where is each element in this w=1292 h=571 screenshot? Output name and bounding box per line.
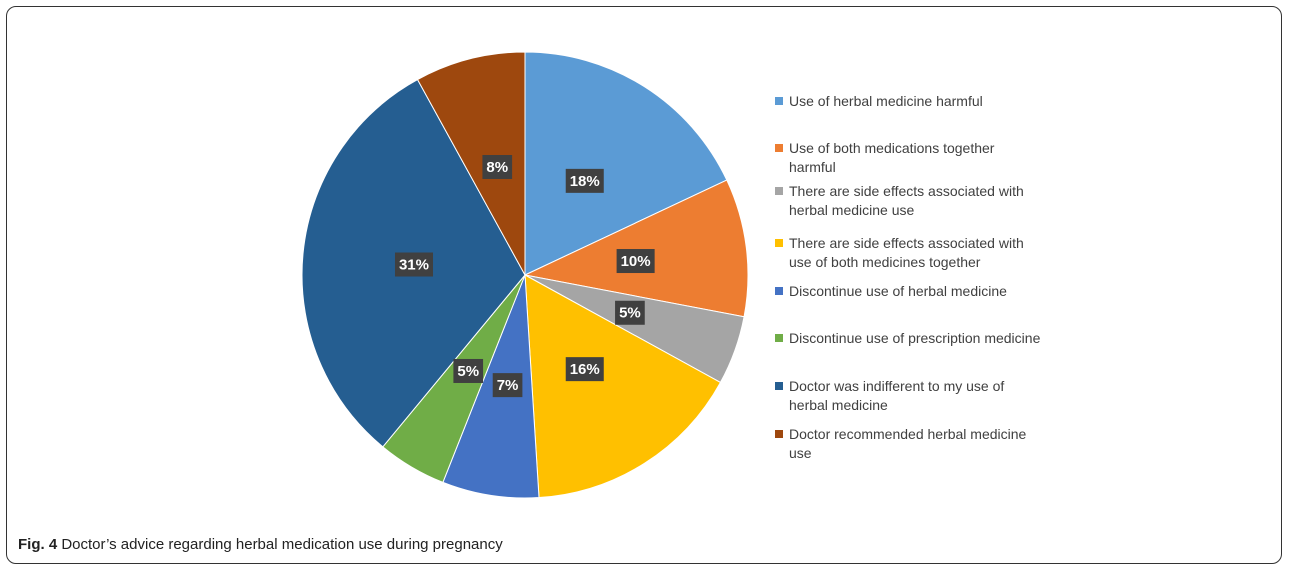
data-label-box [565, 168, 604, 193]
legend-swatch [775, 187, 783, 195]
legend-swatch [775, 287, 783, 295]
legend-label: Use of herbal medicine harmful [789, 93, 983, 109]
data-label-box [616, 249, 655, 274]
caption-text: Doctor’s advice regarding herbal medicat… [61, 536, 503, 553]
data-label: 5% [619, 305, 641, 322]
data-label-box [492, 373, 523, 398]
legend-label: There are side effects associated with h… [789, 183, 1024, 218]
legend-swatch [775, 334, 783, 342]
data-label: 5% [457, 363, 479, 380]
legend-label: Doctor was indifferent to my use of herb… [789, 378, 1005, 413]
data-label-box [565, 357, 604, 382]
legend-item: There are side effects associated with u… [775, 234, 1045, 272]
data-label: 7% [497, 377, 519, 394]
figure-frame [6, 6, 1282, 564]
pie-slice [524, 51, 728, 276]
legend-swatch [775, 430, 783, 438]
legend-label: Discontinue use of prescription medicine [789, 330, 1041, 346]
caption-label: Fig. 4 [18, 536, 58, 553]
legend-item: Use of both medications together harmful [775, 139, 1045, 177]
legend-swatch [775, 97, 783, 105]
data-label: 18% [570, 173, 600, 190]
legend-item: Doctor recommended herbal medicine use [775, 425, 1045, 463]
data-label: 8% [486, 159, 508, 176]
data-label-box [394, 252, 434, 277]
legend-item: There are side effects associated with h… [775, 182, 1045, 220]
pie-slice [524, 274, 722, 499]
legend-label: Doctor recommended herbal medicine use [789, 426, 1027, 461]
data-label-box [453, 358, 484, 383]
legend-item: Discontinue use of herbal medicine [775, 282, 1045, 301]
pie-slice [523, 179, 749, 318]
legend-item: Discontinue use of prescription medicine [775, 329, 1045, 348]
data-label-box [482, 155, 513, 180]
legend-label: There are side effects associated with u… [789, 235, 1024, 270]
caption: Fig. 4 Doctor’s advice regarding herbal … [18, 536, 503, 553]
pie-slice [416, 51, 526, 276]
legend-swatch [775, 382, 783, 390]
data-label: 31% [399, 256, 429, 273]
legend-swatch [775, 239, 783, 247]
data-label: 10% [621, 253, 651, 270]
legend-label: Discontinue use of herbal medicine [789, 283, 1007, 299]
legend-item: Use of herbal medicine harmful [775, 92, 1045, 111]
legend-item: Doctor was indifferent to my use of herb… [775, 377, 1045, 415]
legend-swatch [775, 144, 783, 152]
data-label-box [615, 300, 645, 325]
legend-label: Use of both medications together harmful [789, 140, 995, 175]
data-label: 16% [570, 361, 600, 378]
